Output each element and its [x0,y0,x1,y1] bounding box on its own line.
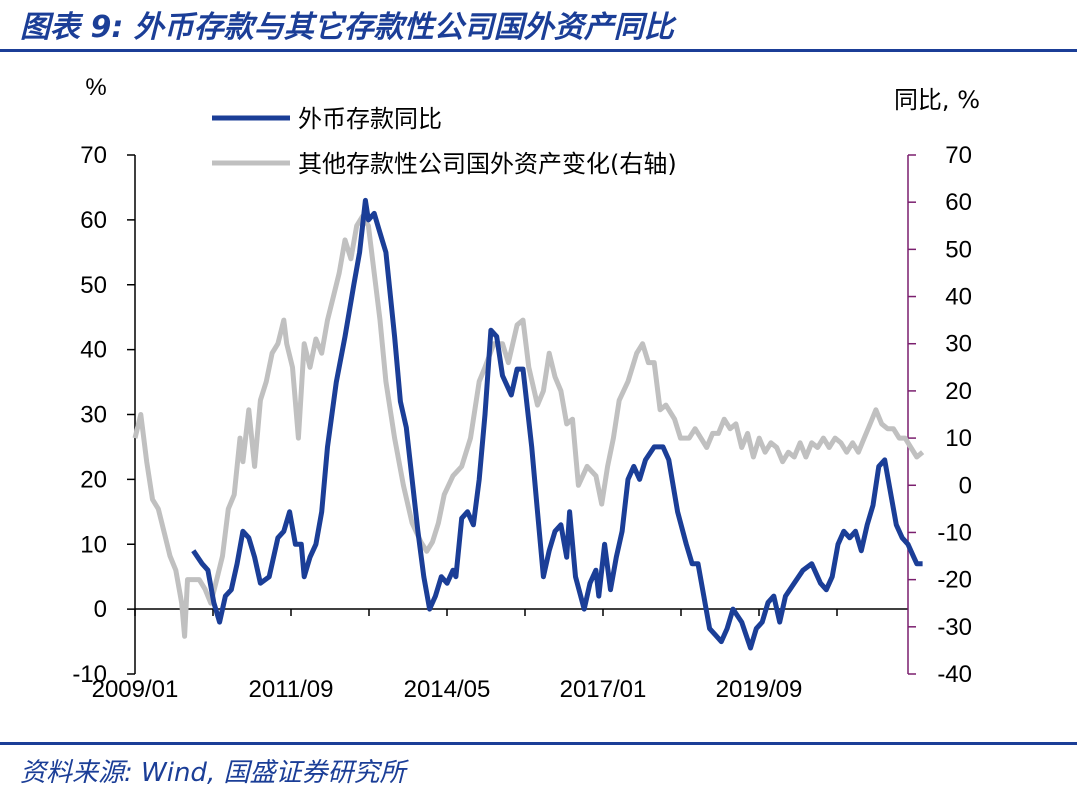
x-tick-label: 2014/05 [404,676,491,703]
right-tick-label: 30 [945,331,972,358]
source-note: 资料来源: Wind, 国盛证券研究所 [20,758,406,788]
left-tick-label: 40 [80,337,107,364]
left-tick-label: 0 [94,596,107,623]
right-axis-unit: 同比, % [894,86,980,114]
right-tick-label: -40 [937,661,972,688]
right-tick-label: 50 [945,236,972,263]
left-tick-label: 30 [80,402,107,429]
right-tick-label: 60 [945,189,972,216]
right-tick-label: -10 [937,519,972,546]
right-tick-label: 70 [945,142,972,169]
legend-label: 其他存款性公司国外资产变化(右轴) [298,150,677,178]
right-tick-label: 0 [959,472,972,499]
x-tick-label: 2017/01 [560,676,647,703]
series-line-fx-deposits [191,197,923,651]
right-tick-label: 20 [945,378,972,405]
left-tick-label: 50 [80,272,107,299]
footer-rule [0,742,1077,745]
title-rule [0,49,1077,52]
left-axis-unit: % [85,74,106,101]
right-tick-label: -30 [937,614,972,641]
x-tick-label: 2011/09 [249,676,334,703]
left-tick-label: 20 [80,466,107,493]
left-tick-label: 70 [80,142,107,169]
right-tick-label: 10 [945,425,972,452]
left-tick-label: 60 [80,207,107,234]
x-tick-label: 2019/09 [716,676,803,703]
right-tick-label: 40 [945,284,972,311]
chart-svg: 70 60 50 40 30 20 10 0 -10 70 60 50 40 30 20 10 0 -10 -20… [72,74,980,703]
legend-label: 外币存款同比 [298,105,442,133]
left-tick-label: 10 [80,531,107,558]
chart-title: 图表 9: 外币存款与其它存款性公司国外资产同比 [20,10,674,45]
series-line-foreign-assets [132,213,925,639]
left-tick-label: -10 [72,661,107,688]
x-tick-label: 2009/01 [92,676,179,703]
right-tick-label: -20 [937,567,972,594]
